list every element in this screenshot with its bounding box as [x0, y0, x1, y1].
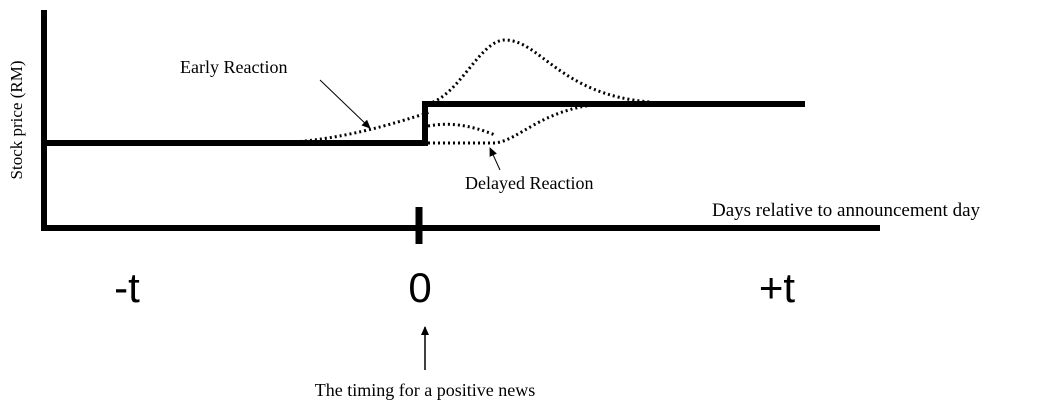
partial-reaction-curve — [427, 122, 496, 137]
y-axis-label: Stock price (RM) — [7, 61, 26, 180]
x-label: +t — [759, 264, 796, 311]
x-axis-label: Days relative to announcement day — [712, 200, 981, 221]
delayed-reaction-curve — [428, 102, 601, 145]
timing-label: The timing for a positive news — [315, 380, 535, 400]
x-label: 0 — [408, 264, 431, 311]
x-label: -t — [114, 264, 140, 311]
price-step — [44, 101, 805, 146]
overreaction-curve — [427, 38, 651, 106]
early-reaction-curve — [279, 110, 431, 145]
delayed-arrow — [489, 147, 501, 171]
delayed-label: Delayed Reaction — [465, 173, 593, 193]
early-label: Early Reaction — [180, 57, 287, 77]
early-arrow — [319, 79, 371, 129]
